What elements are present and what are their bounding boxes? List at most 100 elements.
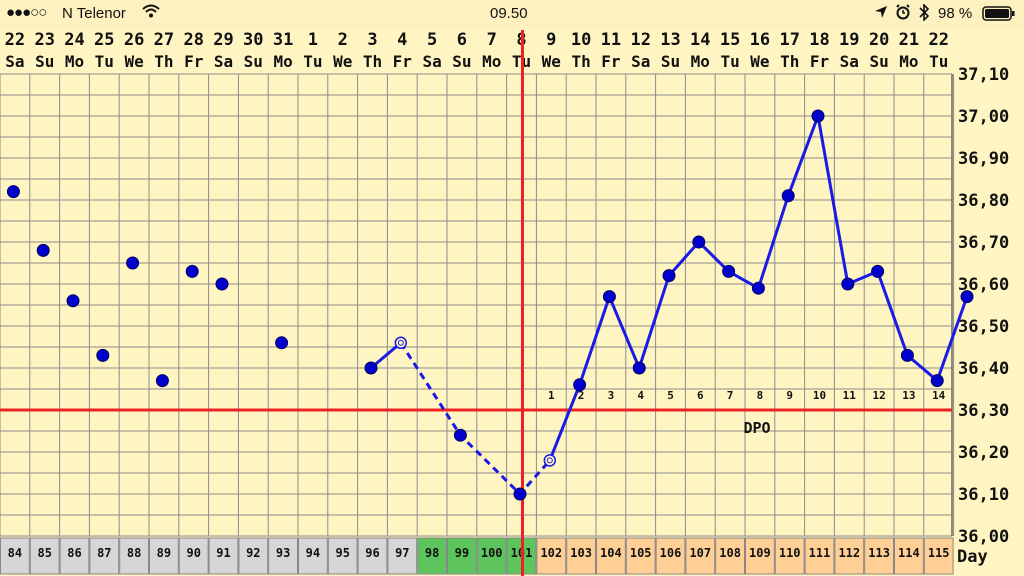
date-label: 14 [690,30,710,50]
weekday-label: Sa [840,52,859,71]
weekday-label: Fr [393,52,412,71]
day-number-label: 104 [600,546,622,560]
day-number-label: 112 [838,546,860,560]
status-bar: ●●●○○ N Telenor 09.50 98 % [0,0,1024,28]
day-number-label: 98 [425,546,439,560]
y-tick-label: 36,10 [958,485,1009,505]
dpo-label: DPO [743,419,770,437]
day-cell [298,537,328,575]
weekday-label: Sa [422,52,441,71]
day-number-label: 115 [928,546,950,560]
battery-percent: 98 % [938,5,973,22]
day-number-label: 108 [719,546,741,560]
date-label: 11 [601,30,621,50]
day-cell [834,537,865,575]
dpo-number-label: 11 [843,389,857,402]
temperature-point-hollow [543,454,557,467]
day-cell [536,537,567,575]
dpo-number-label: 8 [757,389,764,402]
day-number-label: 110 [779,546,801,560]
y-tick-label: 36,70 [958,233,1009,253]
day-cell [864,537,895,575]
day-number-label: 113 [868,546,890,560]
weekday-label: Fr [601,52,620,71]
day-number-label: 107 [689,546,711,560]
weekday-label: Sa [631,52,650,71]
temperature-point [275,336,289,350]
day-cell [566,537,597,575]
day-number-label: 90 [186,546,200,560]
day-number-label: 103 [570,546,592,560]
date-label: 20 [869,30,889,50]
date-label: 21 [899,30,919,50]
dpo-number-label: 3 [608,389,615,402]
day-cell [923,537,954,575]
alarm-icon [895,4,911,24]
date-label: 29 [213,30,233,50]
temperature-point [692,235,706,249]
day-cell [685,537,716,575]
bluetooth-icon [918,3,930,25]
date-label: 16 [750,30,770,50]
battery-icon [982,6,1016,26]
y-tick-label: 36,50 [958,317,1009,337]
day-cell [625,537,656,575]
dpo-number-label: 2 [578,389,585,402]
day-cell [417,537,448,575]
day-axis-label: Day [957,547,988,567]
date-label: 25 [94,30,114,50]
weekday-label: Tu [303,52,322,71]
temperature-point [573,378,587,392]
date-label: 6 [457,30,467,50]
temperature-point [662,269,676,283]
dpo-number-label: 5 [667,389,674,402]
day-number-label: 102 [540,546,562,560]
day-cell [774,537,805,575]
weekday-label: Su [35,52,54,71]
weekday-label: Th [571,52,590,71]
day-number-label: 95 [335,546,349,560]
date-label: 10 [571,30,591,50]
dpo-number-label: 7 [727,389,734,402]
temperature-point [841,277,855,291]
day-number-label: 105 [630,546,652,560]
day-number-label: 109 [749,546,771,560]
temperature-point-hollow-inner [546,457,553,464]
date-label: 7 [487,30,497,50]
date-label: 18 [809,30,829,50]
dpo-number-label: 1 [548,389,555,402]
weekday-label: Sa [5,52,24,71]
temperature-point [126,256,140,270]
location-arrow-icon [874,5,888,23]
day-number-label: 88 [127,546,141,560]
dpo-number-label: 10 [813,389,826,402]
day-number-label: 86 [67,546,81,560]
signal-dots-icon: ●●●○○ [6,4,47,21]
weekday-label: Su [661,52,680,71]
weekday-label: Th [363,52,382,71]
temperature-point [751,281,765,295]
y-tick-label: 36,30 [958,401,1009,421]
temperature-point [453,428,467,442]
temperature-point [96,348,110,362]
date-label: 22 [928,30,948,50]
weekday-label: Fr [184,52,203,71]
weekday-label: Th [780,52,799,71]
day-cell [476,537,507,575]
weekday-label: Mo [273,52,292,71]
day-cell [745,537,775,575]
weekday-label: Tu [95,52,114,71]
temperature-point-hollow-inner [397,339,404,346]
temperature-point [602,290,616,304]
temperature-point [215,277,229,291]
date-label: 23 [34,30,54,50]
day-cell [238,537,269,575]
date-label: 26 [124,30,144,50]
weekday-label: We [124,52,143,71]
day-number-label: 85 [37,546,51,560]
dpo-number-label: 4 [637,389,644,402]
dpo-number-label: 14 [932,389,946,402]
day-number-label: 97 [395,546,409,560]
temperature-point [781,189,795,203]
temperature-point [513,487,527,501]
